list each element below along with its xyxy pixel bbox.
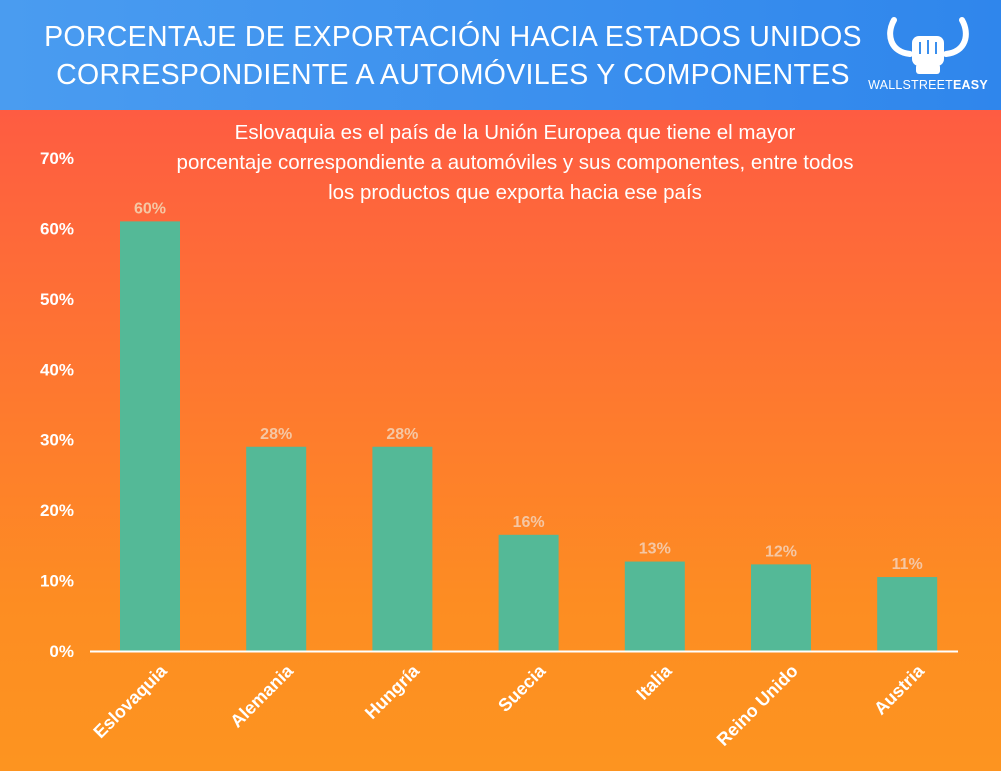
data-label: 12% bbox=[765, 543, 797, 560]
wallstreeteasy-logo: WALLSTREETEASY bbox=[868, 14, 988, 100]
x-tick-label: Eslovaquia bbox=[89, 660, 171, 742]
x-tick-label: Austria bbox=[870, 660, 929, 719]
x-tick-label: Alemania bbox=[226, 660, 297, 731]
bar-austria bbox=[877, 577, 938, 651]
chart-subtitle: Eslovaquia es el país de la Unión Europe… bbox=[90, 118, 940, 208]
data-label: 60% bbox=[134, 200, 166, 217]
bars: 60% 28% 28% 16% 13% 12% 11% bbox=[120, 200, 938, 651]
title-line-1: PORCENTAJE DE EXPORTACIÓN HACIA ESTADOS … bbox=[44, 21, 862, 53]
y-axis: 0% 10% 20% 30% 40% 50% 60% 70% bbox=[40, 149, 74, 661]
logo-text-light: WALLSTREET bbox=[868, 78, 954, 92]
header-banner: PORCENTAJE DE EXPORTACIÓN HACIA ESTADOS … bbox=[0, 0, 1001, 110]
data-label: 28% bbox=[260, 426, 292, 443]
x-tick-label: Suecia bbox=[494, 660, 550, 716]
y-tick-label: 60% bbox=[40, 219, 74, 238]
x-tick-label: Italia bbox=[632, 660, 676, 704]
subtitle-line-1: Eslovaquia es el país de la Unión Europe… bbox=[234, 121, 796, 144]
title-line-2: CORRESPONDIENTE A AUTOMÓVILES Y COMPONEN… bbox=[56, 59, 850, 91]
bar-reino-unido bbox=[751, 564, 811, 651]
logo-wordmark: WALLSTREETEASY bbox=[868, 78, 988, 92]
x-tick-label: Reino Unido bbox=[713, 661, 802, 750]
bar-alemania bbox=[246, 446, 307, 651]
subtitle-line-3: los productos que exporta hacia ese país bbox=[328, 181, 702, 204]
x-axis-labels: Eslovaquia Alemania Hungría Suecia Italia Rei… bbox=[89, 660, 928, 750]
subtitle-line-2: porcentaje correspondiente a automóviles… bbox=[176, 151, 854, 174]
y-tick-label: 50% bbox=[40, 290, 74, 309]
y-tick-label: 10% bbox=[40, 572, 74, 591]
y-tick-label: 30% bbox=[40, 431, 74, 450]
page-title: PORCENTAJE DE EXPORTACIÓN HACIA ESTADOS … bbox=[28, 18, 878, 94]
x-tick-label: Hungría bbox=[361, 660, 424, 723]
data-label: 11% bbox=[892, 556, 923, 573]
y-tick-label: 40% bbox=[40, 360, 74, 379]
bar-hungría bbox=[372, 446, 433, 651]
bar-suecia bbox=[498, 534, 559, 651]
bar-eslovaquia bbox=[120, 221, 180, 651]
y-tick-label: 0% bbox=[49, 642, 74, 661]
logo-text-bold: EASY bbox=[953, 78, 988, 92]
y-tick-label: 70% bbox=[40, 149, 74, 168]
data-label: 28% bbox=[386, 426, 418, 443]
bull-fist-icon bbox=[887, 17, 969, 74]
data-label: 16% bbox=[513, 514, 545, 531]
data-label: 13% bbox=[639, 541, 671, 558]
bar-italia bbox=[624, 561, 685, 651]
y-tick-label: 20% bbox=[40, 501, 74, 520]
